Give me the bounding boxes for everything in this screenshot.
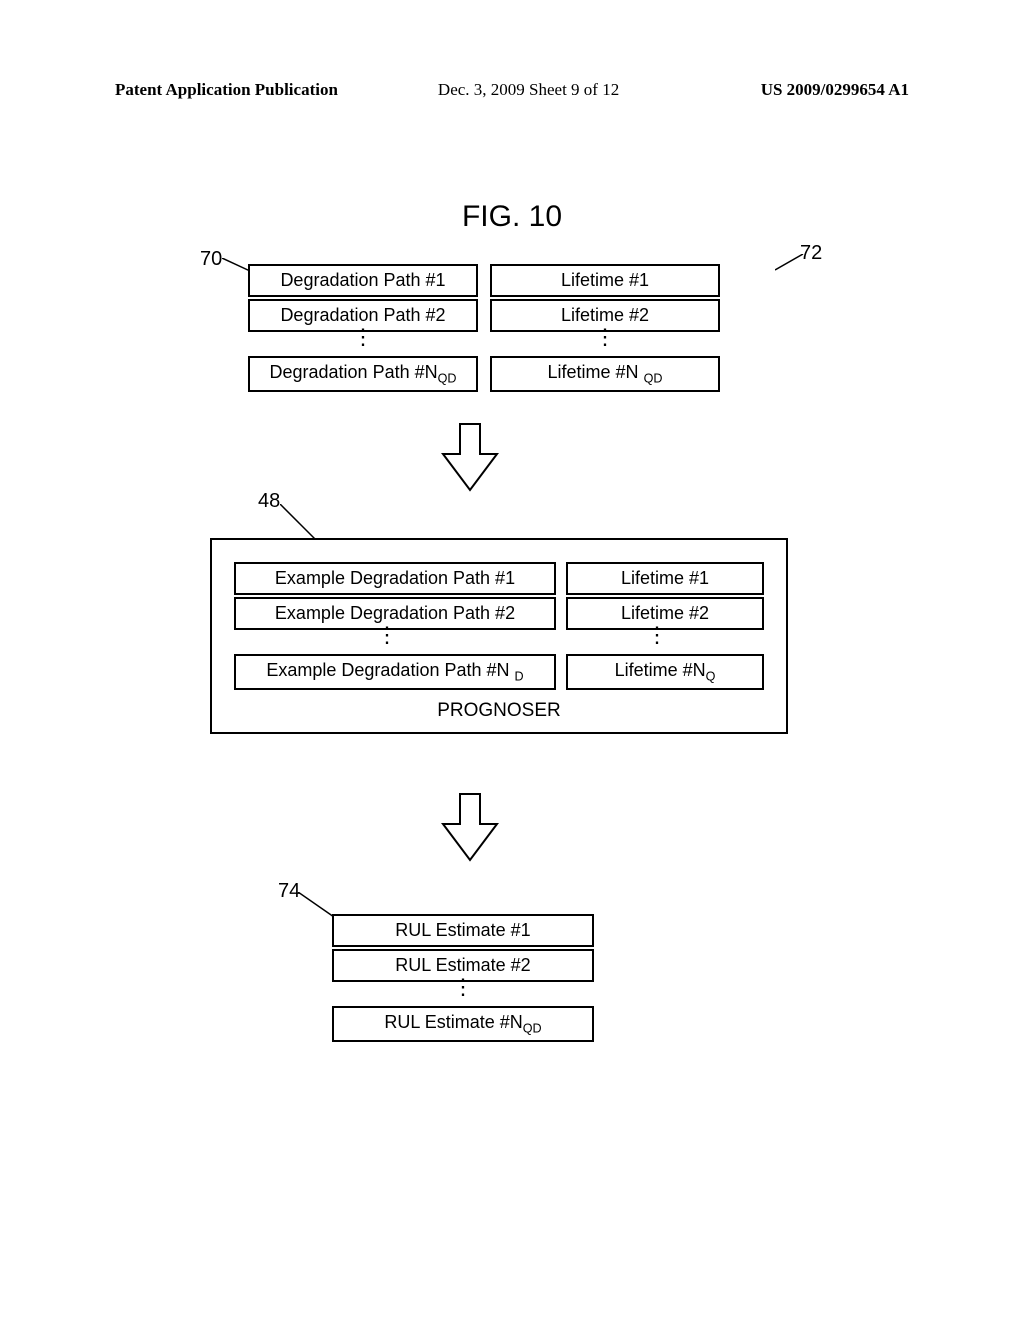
down-arrow-icon: [435, 422, 505, 497]
prog-life-row1: Lifetime #1: [566, 562, 764, 595]
top-life-row1: Lifetime #1: [490, 264, 720, 297]
prognoser-row2: Example Degradation Path #2 Lifetime #2: [234, 597, 764, 630]
prog-life-rown-sub: Q: [706, 670, 716, 684]
page: Patent Application Publication Dec. 3, 2…: [0, 0, 1024, 234]
vdots-icon: ⋮: [550, 630, 764, 654]
header-left: Patent Application Publication: [115, 80, 338, 100]
top-deg-row1: Degradation Path #1: [248, 264, 478, 297]
prog-life-rown-text: Lifetime #N: [615, 660, 706, 680]
rul-row1: RUL Estimate #1: [332, 914, 594, 947]
vdots-icon: ⋮: [332, 982, 594, 1006]
prog-deg-rown: Example Degradation Path #N D: [234, 654, 556, 690]
prognoser-box: Example Degradation Path #1 Lifetime #1 …: [210, 538, 788, 734]
top-deg-rown-sub: QD: [438, 372, 457, 386]
rul-rown: RUL Estimate #NQD: [332, 1006, 594, 1042]
rul-rown-sub: QD: [523, 1022, 542, 1036]
ref-70: 70: [200, 248, 222, 271]
rul-column: RUL Estimate #1 RUL Estimate #2 ⋮ RUL Es…: [332, 914, 594, 1042]
prog-deg-row1: Example Degradation Path #1: [234, 562, 556, 595]
header-mid: Dec. 3, 2009 Sheet 9 of 12: [438, 80, 619, 100]
ref-74: 74: [278, 880, 300, 903]
prognoser-rown: Example Degradation Path #N D Lifetime #…: [234, 654, 764, 690]
prognoser-row1: Example Degradation Path #1 Lifetime #1: [234, 562, 764, 595]
vdots-icon: ⋮: [234, 630, 540, 654]
prog-life-rown: Lifetime #NQ: [566, 654, 764, 690]
prog-deg-rown-sub: D: [515, 670, 524, 684]
vdots-icon: ⋮: [490, 332, 720, 356]
leader-72-icon: [775, 254, 805, 272]
top-deg-rown: Degradation Path #NQD: [248, 356, 478, 392]
prognoser-vdots: ⋮ ⋮: [234, 630, 764, 654]
prog-deg-rown-text: Example Degradation Path #N: [266, 660, 509, 680]
figure-title: FIG. 10: [0, 100, 1024, 234]
top-life-rown-sub: QD: [644, 372, 663, 386]
header-right: US 2009/0299654 A1: [761, 80, 909, 100]
prognoser-label: PROGNOSER: [234, 690, 764, 722]
down-arrow-icon: [435, 792, 505, 867]
top-life-column: Lifetime #1 Lifetime #2 ⋮ Lifetime #N QD: [490, 264, 720, 392]
rul-rown-text: RUL Estimate #N: [384, 1012, 522, 1032]
top-deg-column: Degradation Path #1 Degradation Path #2 …: [248, 264, 478, 392]
top-life-rown: Lifetime #N QD: [490, 356, 720, 392]
ref-48: 48: [258, 490, 280, 513]
patent-header: Patent Application Publication Dec. 3, 2…: [0, 0, 1024, 100]
vdots-icon: ⋮: [248, 332, 478, 356]
top-deg-rown-text: Degradation Path #N: [270, 362, 438, 382]
top-life-rown-text: Lifetime #N: [548, 362, 639, 382]
